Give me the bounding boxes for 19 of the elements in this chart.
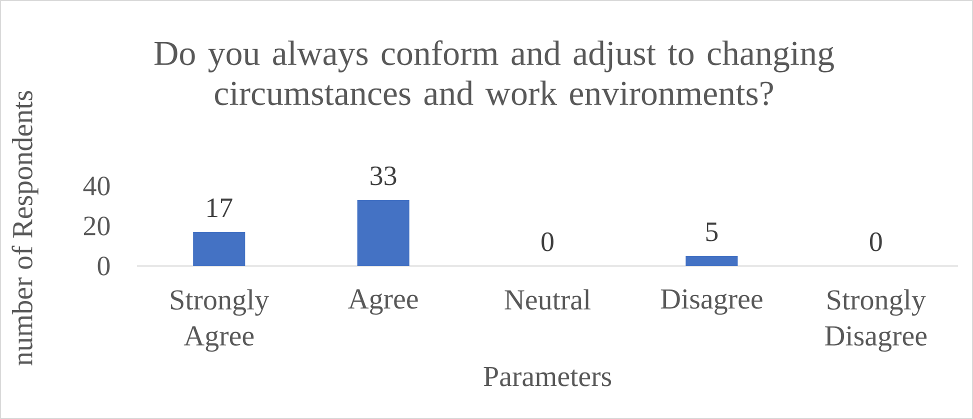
x-tick-label: Agree: [348, 289, 418, 315]
data-label: 17: [208, 198, 232, 218]
bar: [193, 232, 246, 266]
y-axis-title: number of Respondents: [12, 91, 38, 366]
data-label: 5: [706, 222, 718, 242]
data-label: 33: [370, 166, 396, 186]
chart-title: Do you always conform and adjust to changing circumstances and work environments?: [154, 40, 834, 106]
data-label: 0: [542, 232, 554, 252]
x-tick-label: Strongly Disagree: [825, 289, 927, 352]
x-tick-label: Neutral: [504, 289, 590, 310]
bar: [357, 200, 410, 266]
y-tick-label: 0: [98, 256, 110, 276]
y-tick-label: 20: [84, 216, 110, 236]
x-tick-label: Disagree: [660, 289, 762, 315]
x-tick-label: Strongly Agree: [170, 289, 270, 352]
y-tick-label: 40: [83, 176, 110, 196]
x-axis-title: Parameters: [484, 366, 612, 386]
data-label: 0: [870, 232, 882, 252]
bar: [686, 256, 738, 266]
